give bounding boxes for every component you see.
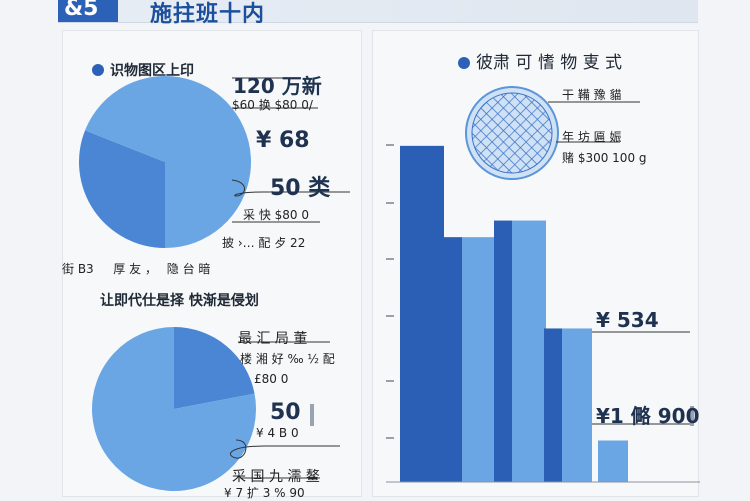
bar-8 bbox=[598, 440, 628, 482]
bullet-icon bbox=[458, 57, 470, 69]
pie2-label-e: 采 国 九 濡 鳌 bbox=[232, 469, 320, 485]
bar-value-label-2: ¥1 㑼 900 bbox=[596, 404, 700, 428]
pie1-label-sub1: $60 换 $80 0/ bbox=[232, 98, 313, 112]
bar-6 bbox=[544, 328, 562, 482]
right-marker bbox=[690, 406, 694, 426]
header-bar: &5 施拄班十内 bbox=[58, 0, 698, 27]
page-title: 施拄班十内 bbox=[150, 2, 266, 27]
bar-chart-title: 彼肃 可 愭 物 叓 式 bbox=[458, 48, 622, 73]
bar-chart-title-text: 彼肃 可 愭 物 叓 式 bbox=[476, 53, 623, 73]
pie2-leader-2 bbox=[230, 439, 340, 459]
pie2-label-a: 最 汇 局 董 bbox=[238, 331, 308, 347]
note-3: 赌 $300 100 g bbox=[562, 151, 647, 165]
pie1-leader-3 bbox=[231, 179, 350, 197]
pie2-slice-2 bbox=[91, 326, 256, 491]
note-1: 干 鞴 豫 貓 bbox=[562, 88, 622, 102]
pie1-label-sub4: 披 ›… 配 歺 22 bbox=[222, 236, 306, 250]
bar-3 bbox=[462, 237, 494, 482]
pie2-label-f: ¥ 7 扩 3 % 90 bbox=[224, 486, 305, 500]
header-badge: &5 bbox=[58, 0, 118, 22]
bar-7 bbox=[562, 328, 592, 482]
pie2-label-c: £80 0 bbox=[254, 372, 289, 386]
pie2-label-d: ¥ 4 B 0 bbox=[256, 426, 299, 440]
pie1-slice-1 bbox=[79, 130, 165, 248]
pie2-label-val: 50 bbox=[270, 400, 301, 425]
pie1-label-big1: 120 万新 bbox=[233, 74, 322, 98]
bar-5 bbox=[512, 220, 546, 483]
bar-2 bbox=[444, 237, 462, 482]
pie1-label-val3: 50 类 bbox=[270, 176, 331, 201]
pie1-label-val2: ¥ 68 bbox=[256, 128, 310, 153]
bar-value-label-1: ¥ 534 bbox=[596, 308, 659, 332]
pie2-marker bbox=[310, 404, 314, 426]
mesh-circle-icon bbox=[471, 92, 553, 174]
pie1-title-text: 识物图区上印 bbox=[110, 63, 194, 79]
header-code: &5 bbox=[64, 0, 99, 21]
bar-4 bbox=[494, 220, 512, 483]
pie2-slice-1 bbox=[174, 327, 255, 409]
legend-row: 街 B3 厚 友 ， 隐 台 暗 bbox=[62, 262, 211, 276]
pie1-label-sub3: 采 快 $80 0 bbox=[243, 208, 309, 222]
bar-1 bbox=[400, 145, 444, 482]
pie2-label-b: 楼 湘 好 ‰ ½ 配 bbox=[240, 352, 335, 366]
note-2: 年 坊 匾 娠 bbox=[562, 130, 622, 144]
pie2-title: 让即代仕是择 快渐是侵划 bbox=[100, 293, 259, 309]
pie1-title: 识物图区上印 bbox=[92, 60, 194, 80]
bullet-icon bbox=[92, 64, 104, 76]
pie1-slice-2 bbox=[85, 75, 252, 248]
